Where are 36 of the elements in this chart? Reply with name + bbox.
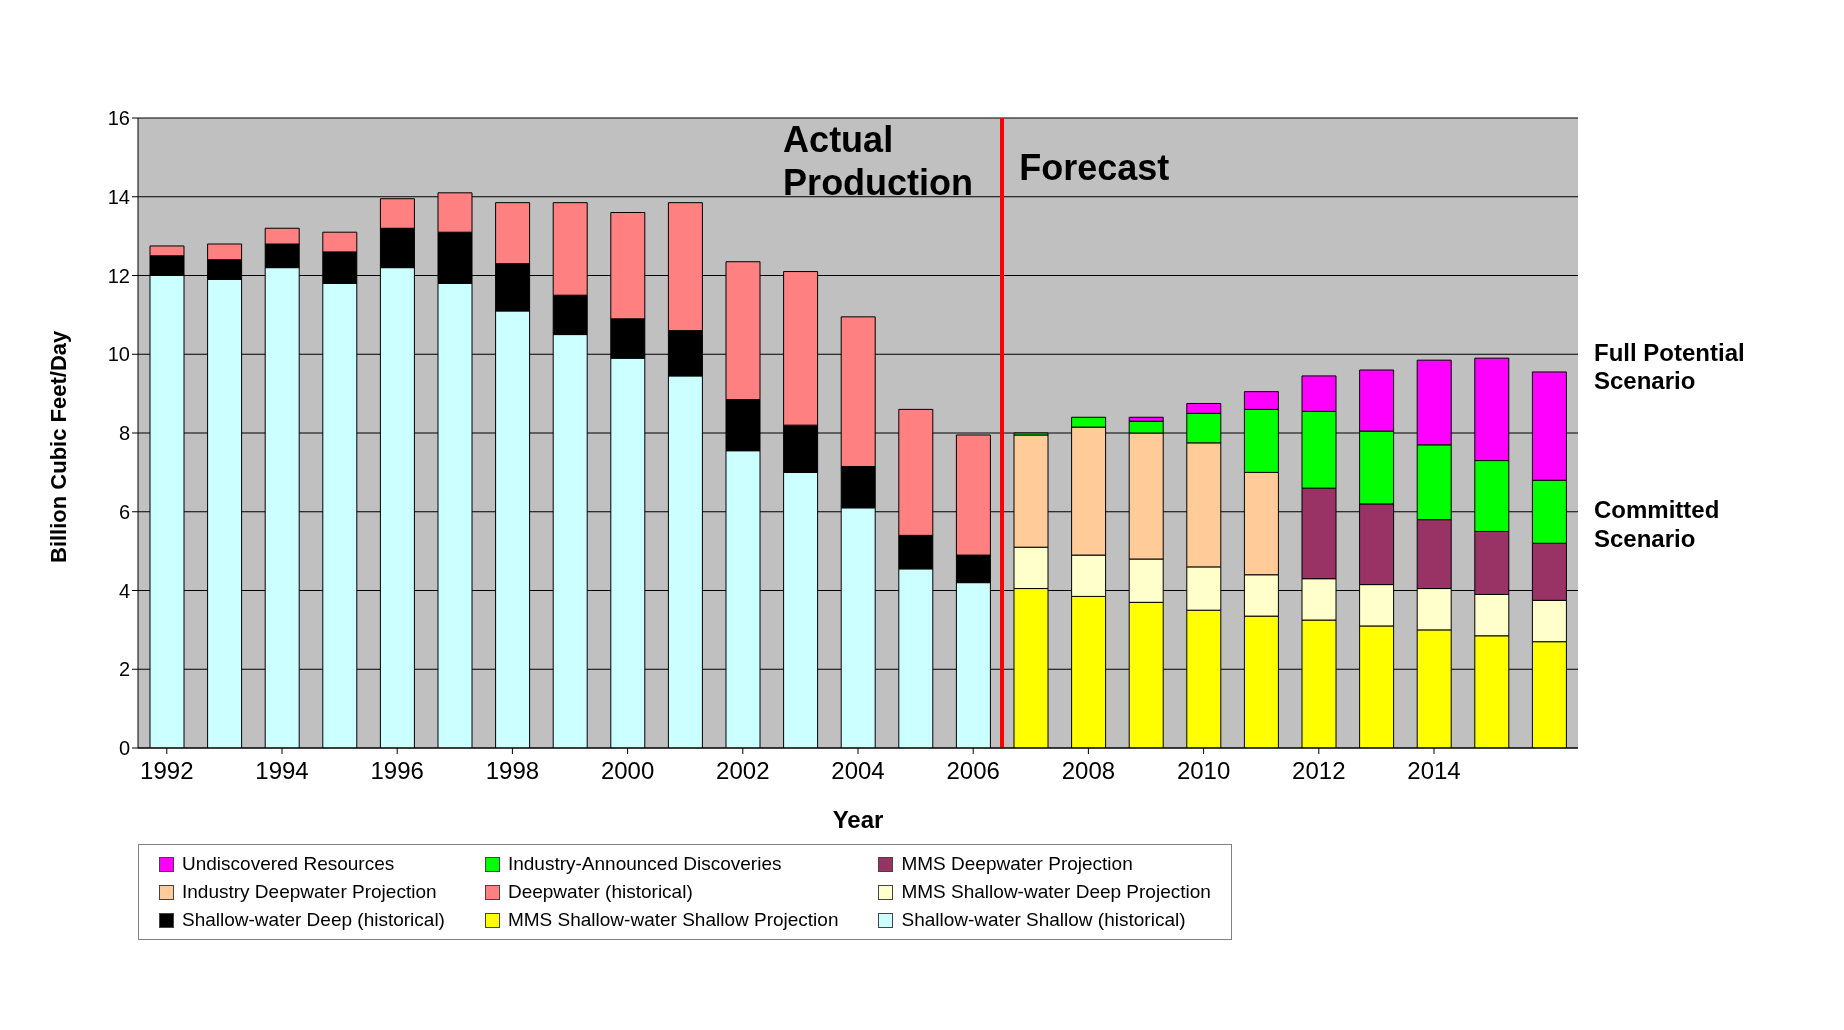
- x-axis-title: Year: [832, 806, 884, 833]
- x-tick-label: 1994: [255, 757, 309, 785]
- y-tick-label: 14: [107, 185, 130, 208]
- x-tick-label: 2006: [946, 757, 1000, 785]
- legend-label: Shallow-water Deep (historical): [182, 909, 445, 931]
- legend-label: MMS Shallow-water Shallow Projection: [507, 909, 839, 931]
- x-tick-label: 2014: [1407, 757, 1461, 785]
- x-tick-label: 2002: [716, 757, 770, 785]
- x-tick-label: 2000: [600, 757, 655, 785]
- x-tick-label: 1992: [140, 757, 194, 785]
- text: Committed Scenario: [1594, 496, 1721, 554]
- x-tick-label: 2004: [831, 757, 885, 785]
- legend-label: Deepwater (historical): [507, 881, 693, 903]
- y-tick-label: 8: [118, 422, 130, 445]
- annotation: Actual Production: [783, 119, 974, 204]
- y-tick-label: 0: [118, 737, 130, 760]
- y-tick-label: 2: [118, 658, 130, 681]
- legend-label: Industry Deepwater Projection: [182, 881, 437, 903]
- x-tick-label: 2008: [1061, 757, 1116, 785]
- x-tick-label: 1996: [370, 757, 424, 785]
- y-tick-label: 10: [107, 343, 130, 366]
- y-tick-label: 6: [118, 500, 130, 523]
- y-tick-label: 12: [107, 264, 130, 287]
- x-tick-label: 2010: [1176, 757, 1231, 785]
- y-axis-title: Billion Cubic Feet/Day: [45, 329, 71, 563]
- text: Full Potential Scenario: [1594, 338, 1746, 397]
- y-tick-label: 16: [107, 107, 130, 130]
- legend-label: Undiscovered Resources: [182, 853, 395, 875]
- annotation: Forecast: [1019, 146, 1171, 190]
- legend-label: MMS Shallow-water Deep Projection: [901, 881, 1211, 903]
- legend-label: MMS Deepwater Projection: [901, 853, 1133, 875]
- x-tick-label: 1998: [485, 757, 540, 785]
- y-tick-label: 4: [118, 579, 130, 602]
- legend-label: Shallow-water Shallow (historical): [901, 909, 1186, 931]
- legend-label: Industry-Announced Discoveries: [507, 853, 782, 875]
- x-tick-label: 2012: [1292, 757, 1346, 785]
